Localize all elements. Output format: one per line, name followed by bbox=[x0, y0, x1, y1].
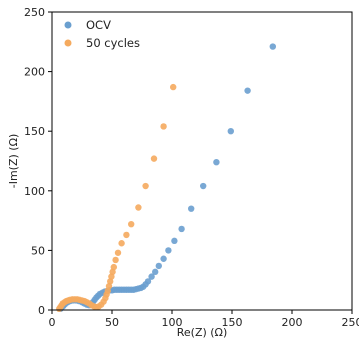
y-tick-label: 0 bbox=[38, 304, 45, 317]
data-point bbox=[244, 87, 251, 94]
y-tick-label: 200 bbox=[24, 66, 45, 79]
data-point bbox=[200, 182, 207, 190]
y-tick-label: 50 bbox=[31, 244, 45, 257]
legend-marker-50-cycles bbox=[64, 39, 72, 47]
data-point bbox=[112, 256, 119, 264]
data-point bbox=[170, 83, 177, 91]
y-tick-label: 250 bbox=[24, 6, 45, 19]
data-point bbox=[118, 240, 125, 247]
data-point bbox=[150, 155, 158, 162]
data-point bbox=[188, 205, 195, 212]
data-point bbox=[135, 204, 142, 211]
legend-marker-ocv bbox=[64, 21, 72, 29]
legend: OCV 50 cycles bbox=[64, 18, 140, 50]
x-axis-label: Re(Z) (Ω) bbox=[177, 326, 228, 339]
y-tick-label: 150 bbox=[24, 125, 45, 138]
axis-ticks: 0 50 100 150 200 250 0 50 100 150 200 250 bbox=[24, 6, 359, 329]
x-tick-label: 100 bbox=[162, 316, 183, 329]
series-50-cycles bbox=[56, 83, 177, 313]
data-point bbox=[128, 220, 135, 228]
y-axis-label: -Im(Z) (Ω) bbox=[7, 134, 20, 189]
x-tick-label: 200 bbox=[282, 316, 303, 329]
data-point bbox=[165, 247, 172, 254]
data-point bbox=[227, 128, 234, 135]
data-point bbox=[148, 273, 155, 280]
data-point bbox=[178, 225, 185, 233]
data-point bbox=[171, 237, 178, 245]
x-tick-label: 0 bbox=[49, 316, 56, 329]
data-point bbox=[155, 262, 162, 270]
data-point bbox=[213, 158, 220, 166]
data-point bbox=[110, 263, 118, 271]
data-point bbox=[160, 123, 167, 130]
y-tick-label: 100 bbox=[24, 185, 45, 198]
data-point bbox=[123, 231, 130, 239]
data-point bbox=[142, 182, 149, 190]
legend-label-50-cycles: 50 cycles bbox=[86, 36, 140, 50]
data-point bbox=[144, 278, 152, 285]
data-point bbox=[114, 249, 122, 256]
x-tick-label: 50 bbox=[105, 316, 119, 329]
x-tick-label: 150 bbox=[222, 316, 243, 329]
plot-marks bbox=[56, 43, 276, 313]
plot-frame bbox=[51, 11, 353, 311]
data-point bbox=[160, 255, 167, 262]
data-point bbox=[152, 268, 159, 276]
series-ocv bbox=[57, 43, 276, 313]
x-tick-label: 250 bbox=[342, 316, 359, 329]
legend-label-ocv: OCV bbox=[86, 18, 111, 32]
data-point bbox=[269, 43, 276, 50]
